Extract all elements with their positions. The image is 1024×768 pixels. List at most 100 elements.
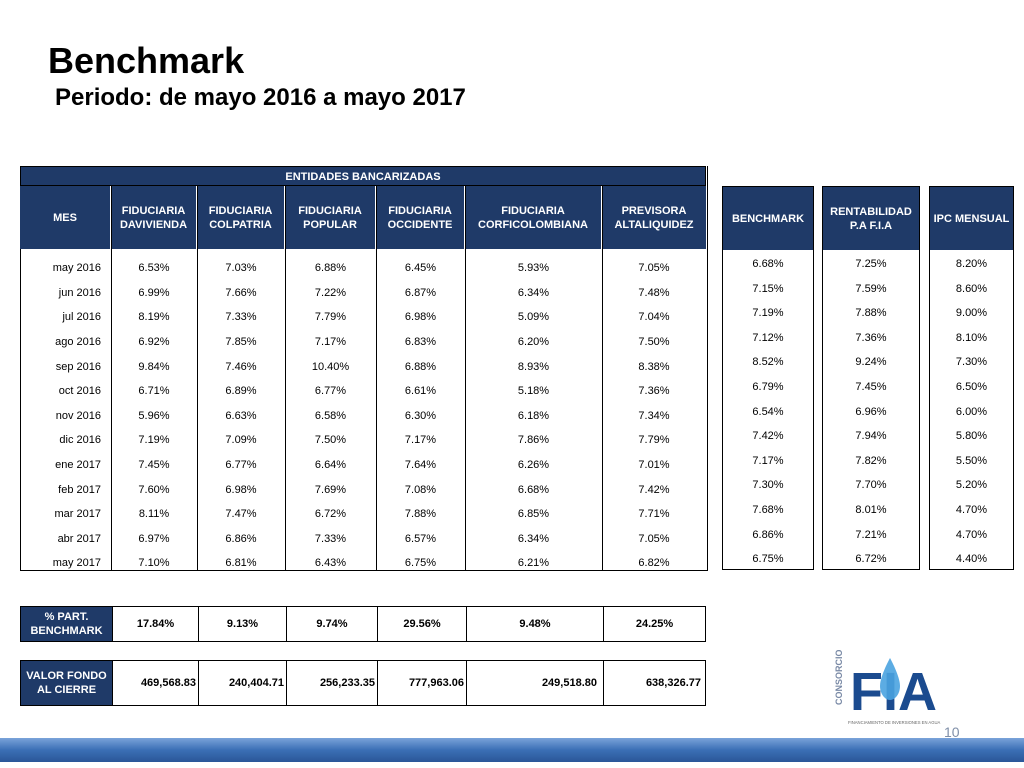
table-row: jul 2016 8.19% 7.33% 7.79% 6.98% 5.09% 7.04% — [20, 305, 706, 330]
rentabilidad-header: RENTABILIDAD P.A F.I.A — [823, 187, 919, 250]
rate-cell: 6.71% — [138, 385, 170, 398]
rentabilidad-values: 7.25% 7.59% 7.88% 7.36% 9.24% 7.45% 6.96% 7.94%… — [823, 250, 919, 572]
valor-value: 256,233.35 — [286, 661, 377, 705]
month-cell: jun 2016 — [58, 286, 101, 299]
table-row: oct 2016 6.71% 6.89% 6.77% 6.61% 5.18% 7.36% — [20, 379, 706, 404]
table-row: may 2016 6.53% 7.03% 6.88% 6.45% 5.93% 7.05% — [20, 256, 706, 281]
ipc-header: IPC MENSUAL — [930, 187, 1013, 250]
rate-cell: 7.48% — [638, 286, 670, 299]
rate-cell: 6.88% — [404, 360, 437, 373]
rate-cell: 7.50% — [638, 336, 670, 349]
rate-cell: 6.34% — [517, 286, 550, 299]
part-value: 9.48% — [466, 607, 603, 641]
month-cell: ago 2016 — [55, 336, 101, 349]
rate-cell: 6.30% — [404, 409, 437, 422]
col-divider — [111, 186, 112, 570]
ipc-value: 9.00% — [955, 307, 988, 320]
rate-cell: 7.60% — [138, 483, 170, 496]
rentabilidad-value: 8.01% — [855, 503, 887, 516]
ipc-value: 5.50% — [955, 454, 988, 467]
rate-cell: 6.53% — [138, 262, 170, 275]
table-row: dic 2016 7.19% 7.09% 7.50% 7.17% 7.86% 7.79% — [20, 428, 706, 453]
rentabilidad-value: 6.96% — [855, 405, 887, 418]
table-row: abr 2017 6.97% 6.86% 7.33% 6.57% 6.34% 7.05% — [20, 527, 706, 552]
rate-cell: 6.86% — [225, 532, 257, 545]
rate-cell: 6.98% — [404, 311, 437, 324]
benchmark-value: 7.68% — [752, 503, 784, 516]
rate-cell: 7.05% — [638, 262, 670, 275]
part-benchmark-row: % PART. BENCHMARK 17.84% 9.13% 9.74% 29.… — [20, 606, 706, 642]
rentabilidad-value: 7.36% — [855, 331, 887, 344]
ipc-value: 8.20% — [955, 258, 988, 270]
benchmark-value: 7.15% — [752, 282, 784, 295]
benchmark-column: BENCHMARK 6.68% 7.15% 7.19% 7.12% 8.52% 6.79%… — [722, 186, 814, 570]
table-body: may 2016 6.53% 7.03% 6.88% 6.45% 5.93% 7.05% ju… — [20, 256, 706, 576]
rate-cell: 7.33% — [225, 311, 257, 324]
rate-cell: 6.64% — [314, 459, 347, 472]
ipc-value: 4.70% — [955, 528, 988, 541]
month-cell: oct 2016 — [58, 385, 101, 398]
month-cell: mar 2017 — [54, 508, 101, 521]
rate-cell: 7.42% — [638, 483, 670, 496]
rate-cell: 10.40% — [311, 360, 350, 373]
rate-cell: 6.21% — [517, 557, 550, 570]
rate-cell: 7.36% — [638, 385, 670, 398]
valor-label: VALOR FONDO AL CIERRE — [21, 661, 112, 705]
part-value: 9.13% — [198, 607, 286, 641]
ipc-value: 5.80% — [955, 430, 988, 443]
rate-cell: 6.97% — [138, 532, 170, 545]
rate-cell: 7.17% — [404, 434, 437, 447]
table-row: may 2017 7.10% 6.81% 6.43% 6.75% 6.21% 6.82% — [20, 551, 706, 576]
footer-bar — [0, 738, 1024, 762]
column-headers: MES FIDUCIARIA DAVIVIENDA FIDUCIARIA COL… — [20, 186, 706, 249]
page-subtitle: Periodo: de mayo 2016 a mayo 2017 — [55, 84, 466, 111]
rate-cell: 7.86% — [517, 434, 550, 447]
valor-value: 240,404.71 — [198, 661, 286, 705]
table-row: jun 2016 6.99% 7.66% 7.22% 6.87% 6.34% 7.48% — [20, 281, 706, 306]
rate-cell: 6.77% — [314, 385, 347, 398]
rate-cell: 7.01% — [638, 459, 670, 472]
rate-cell: 7.04% — [638, 311, 670, 324]
rate-cell: 6.18% — [517, 409, 550, 422]
rate-cell: 5.18% — [517, 385, 550, 398]
table-row: feb 2017 7.60% 6.98% 7.69% 7.08% 6.68% 7.42% — [20, 477, 706, 502]
logo-tagline: FINANCIAMIENTO DE INVERSIONES EN AGUA — [848, 720, 941, 725]
month-cell: feb 2017 — [58, 483, 101, 496]
ipc-value: 7.30% — [955, 356, 988, 369]
col-header-davivienda: FIDUCIARIA DAVIVIENDA — [111, 186, 197, 249]
page-number: 10 — [944, 724, 960, 740]
rate-cell: 7.03% — [225, 262, 257, 275]
benchmark-value: 7.17% — [752, 454, 784, 467]
rate-cell: 6.45% — [404, 262, 437, 275]
rate-cell: 7.45% — [138, 459, 170, 472]
rate-cell: 7.09% — [225, 434, 257, 447]
rate-cell: 7.10% — [138, 557, 170, 570]
benchmark-value: 7.12% — [752, 331, 784, 344]
rate-cell: 7.79% — [638, 434, 670, 447]
col-divider — [465, 186, 466, 570]
valor-fondo-row: VALOR FONDO AL CIERRE 469,568.83 240,404… — [20, 660, 706, 706]
rate-cell: 6.72% — [314, 508, 347, 521]
part-label: % PART. BENCHMARK — [21, 607, 112, 641]
col-divider — [602, 186, 603, 570]
rate-cell: 6.77% — [225, 459, 257, 472]
rate-cell: 6.75% — [404, 557, 437, 570]
rate-cell: 5.93% — [517, 262, 550, 275]
rate-cell: 7.71% — [638, 508, 670, 521]
benchmark-header: BENCHMARK — [723, 187, 813, 250]
ipc-value: 6.50% — [955, 380, 988, 393]
rentabilidad-value: 7.21% — [855, 528, 887, 541]
col-divider — [376, 186, 377, 570]
rate-cell: 7.88% — [404, 508, 437, 521]
table-row: mar 2017 8.11% 7.47% 6.72% 7.88% 6.85% 7.71% — [20, 502, 706, 527]
rate-cell: 7.22% — [314, 286, 347, 299]
benchmark-value: 6.54% — [752, 405, 784, 418]
col-header-colpatria: FIDUCIARIA COLPATRIA — [197, 186, 285, 249]
benchmark-value: 6.75% — [752, 553, 784, 566]
valor-value: 249,518.80 — [466, 661, 603, 705]
rate-cell: 6.81% — [225, 557, 257, 570]
rentabilidad-value: 7.25% — [855, 258, 887, 270]
rentabilidad-column: RENTABILIDAD P.A F.I.A 7.25% 7.59% 7.88% 7.… — [822, 186, 920, 570]
benchmark-value: 6.68% — [752, 258, 784, 270]
rate-cell: 7.17% — [314, 336, 347, 349]
